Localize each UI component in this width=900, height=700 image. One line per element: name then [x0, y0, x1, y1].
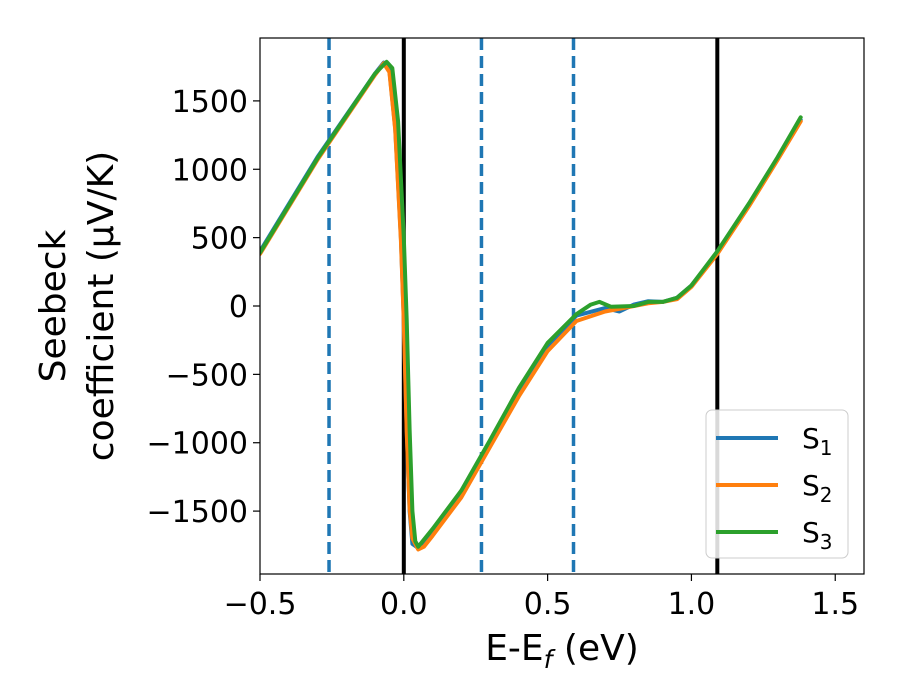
series-line-3	[260, 59, 803, 549]
y-axis-label-line1: Seebeck	[33, 229, 74, 382]
x-tick-label: 0.5	[524, 587, 572, 622]
y-axis-label-line2: coefficient (μV/K)	[81, 151, 122, 461]
legend: S1 S2 S3	[705, 409, 849, 559]
x-tick-label: −0.5	[224, 587, 297, 622]
series-lines	[260, 59, 803, 552]
y-tick-label: 1000	[172, 153, 248, 188]
y-tick-label: 0	[229, 290, 248, 325]
y-tick-label: −1000	[147, 427, 248, 462]
legend-label-2: S2	[802, 469, 833, 507]
legend-label-3: S3	[802, 516, 833, 554]
reference-lines	[327, 38, 720, 574]
y-tick-label: −1500	[147, 495, 248, 530]
x-tick-label: 1.0	[668, 587, 716, 622]
y-tick-label: 1500	[172, 85, 248, 120]
x-tick-label: 0.0	[380, 587, 428, 622]
y-axis-ticks: −1500 −1000 −500 0 500 1000 1500	[147, 85, 260, 530]
y-tick-label: 500	[191, 222, 248, 257]
y-axis-label: Seebeck coefficient (μV/K)	[33, 151, 122, 461]
y-tick-label: −500	[166, 358, 248, 393]
x-axis-ticks: −0.5 0.0 0.5 1.0 1.5	[224, 574, 859, 622]
x-tick-label: 1.5	[811, 587, 859, 622]
legend-label-1: S1	[802, 422, 833, 460]
x-axis-label: E-Ef (eV)	[485, 628, 639, 674]
